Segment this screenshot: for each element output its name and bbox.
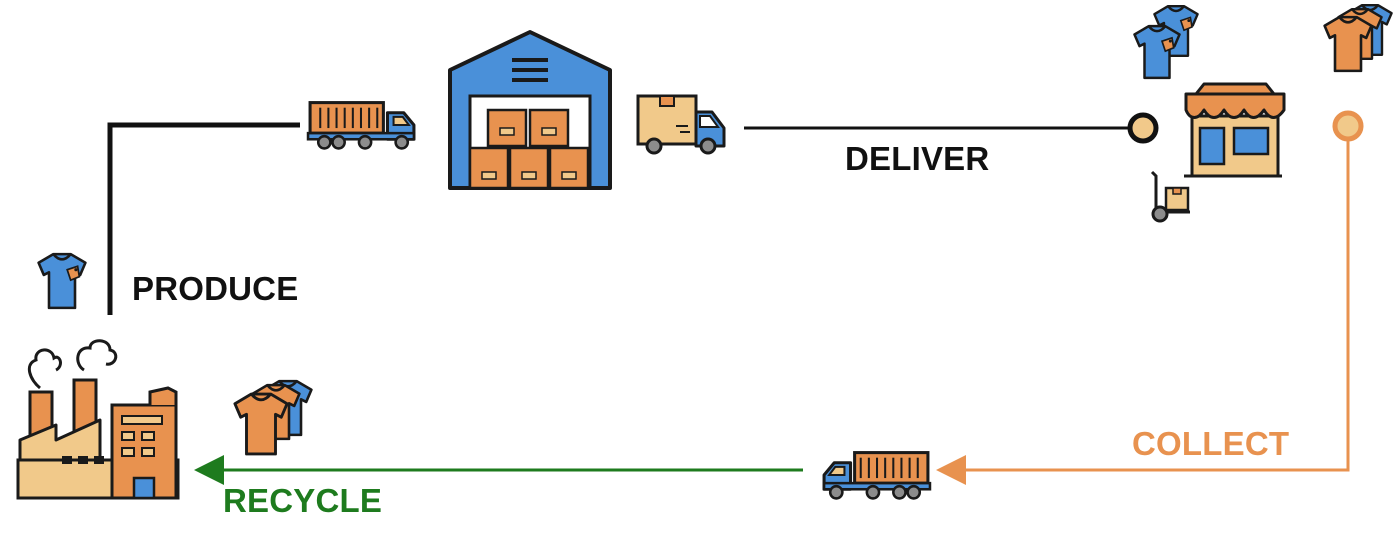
container-truck-icon bbox=[822, 451, 932, 500]
produce-label: PRODUCE bbox=[132, 270, 299, 307]
shirt-stack-icon bbox=[1135, 6, 1198, 78]
produce-connector-line bbox=[107, 122, 300, 315]
used-shirts-icon bbox=[1323, 3, 1393, 73]
delivery-van-icon bbox=[636, 94, 726, 155]
hand-trolley-icon bbox=[1150, 170, 1190, 223]
shirt-icon bbox=[39, 254, 86, 308]
collect-node-dot bbox=[1332, 110, 1364, 142]
store-icon bbox=[1184, 82, 1286, 178]
warehouse-icon bbox=[448, 30, 612, 190]
container-truck-icon bbox=[306, 101, 416, 150]
store-node-dot bbox=[1127, 112, 1159, 144]
used-shirts-icon bbox=[233, 379, 313, 456]
deliver-label: DELIVER bbox=[845, 140, 990, 177]
collect-connector-line bbox=[936, 140, 1350, 485]
factory-icon bbox=[16, 339, 180, 500]
collect-label: COLLECT bbox=[1132, 425, 1290, 462]
recycle-label: RECYCLE bbox=[223, 482, 383, 519]
